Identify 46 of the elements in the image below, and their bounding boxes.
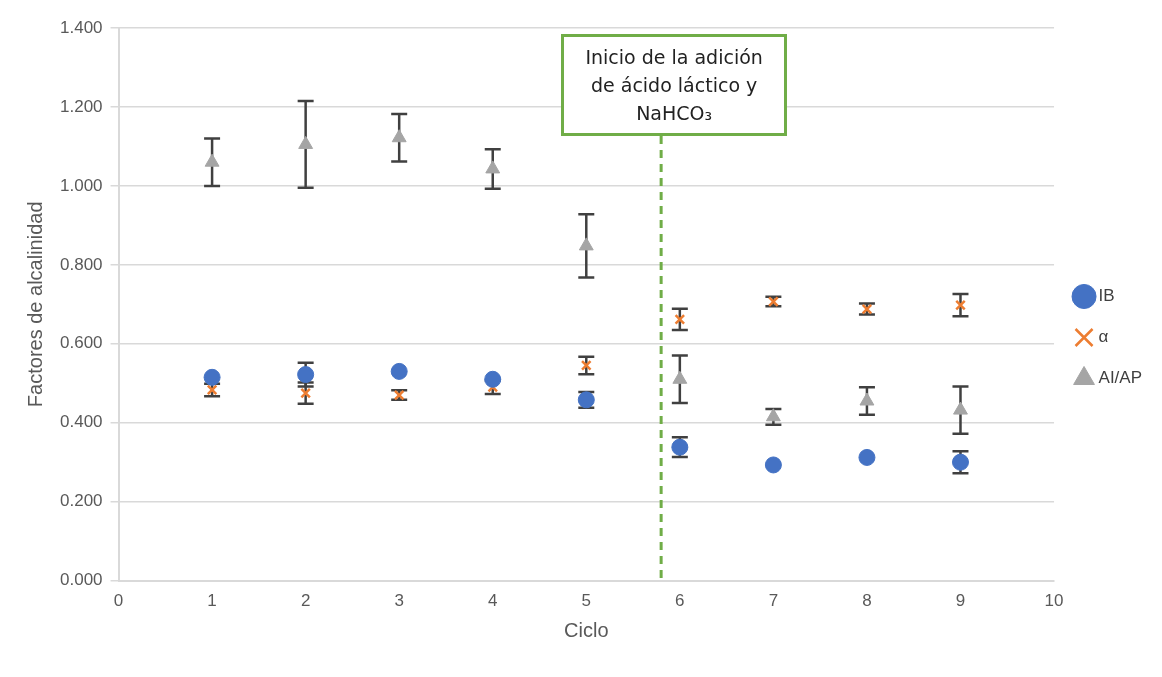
point (297, 366, 315, 384)
point (484, 370, 502, 388)
ref-line-label: Inicio de la adición de ácido láctico y NaHCO₃ (561, 34, 788, 136)
point (764, 456, 782, 474)
point (204, 153, 220, 167)
legend-label: AI/AP (1098, 368, 1143, 388)
y-tick-label: 1.000 (59, 175, 103, 195)
legend-label: α (1098, 327, 1109, 347)
point (767, 296, 779, 308)
y-axis-title: Factores de alcalinidad (23, 201, 46, 408)
x-tick-label: 8 (862, 591, 872, 611)
point (578, 237, 594, 251)
legend-label: IB (1098, 286, 1115, 306)
x-tick-label: 0 (113, 591, 124, 611)
point (859, 392, 875, 406)
y-tick-label: 0.200 (59, 491, 103, 511)
x-tick-label: 4 (488, 591, 498, 611)
point (858, 448, 876, 466)
point (951, 453, 969, 471)
x-tick-label: 7 (768, 591, 779, 611)
point (391, 129, 407, 143)
x-tick-label: 10 (1044, 591, 1064, 611)
y-tick-label: 0.400 (59, 412, 103, 432)
y-tick-label: 0.600 (59, 333, 103, 353)
point (300, 387, 312, 399)
x-tick-label: 1 (207, 591, 217, 611)
x-tick-label: 5 (581, 591, 592, 611)
point (674, 313, 686, 325)
x-tick-label: 3 (394, 591, 404, 611)
y-tick-label: 0.000 (59, 570, 103, 590)
y-tick-label: 1.400 (59, 17, 103, 37)
x-tick-label: 6 (675, 591, 685, 611)
x-tick-label: 9 (955, 591, 966, 611)
x-axis-title: Ciclo (564, 618, 609, 641)
point (393, 389, 405, 401)
x-tick-label: 2 (300, 591, 311, 611)
point (955, 299, 966, 311)
point (953, 401, 968, 415)
point (485, 160, 501, 174)
point (203, 368, 221, 386)
y-tick-label: 0.800 (59, 254, 103, 274)
point (390, 362, 408, 380)
y-tick-label: 1.200 (59, 96, 103, 116)
point (765, 408, 781, 422)
point (298, 135, 314, 149)
point (672, 370, 688, 384)
